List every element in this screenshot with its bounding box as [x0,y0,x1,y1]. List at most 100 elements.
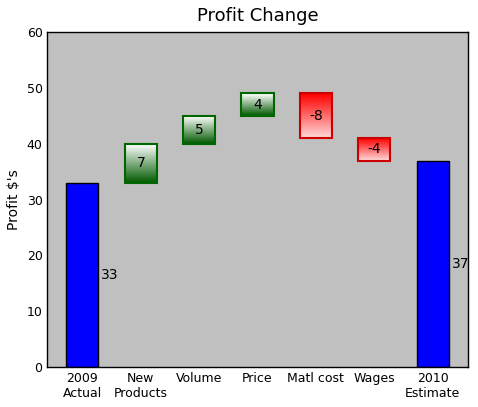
Bar [125,171,157,172]
Bar [300,127,332,128]
Bar [300,135,332,136]
Bar [300,119,332,120]
Bar [125,180,157,181]
Bar [125,169,157,170]
Bar [125,158,157,159]
Bar [358,138,391,160]
Bar [300,117,332,118]
Bar [125,167,157,168]
Bar [125,172,157,173]
Bar [300,123,332,124]
Bar [125,150,157,151]
Bar [125,162,157,163]
Bar [125,159,157,160]
Bar [300,97,332,98]
Bar [125,173,157,174]
Bar [125,148,157,149]
Bar [300,129,332,130]
Bar [125,169,157,170]
Bar [300,108,332,109]
Bar [300,133,332,134]
Bar [300,114,332,115]
Bar [300,122,332,123]
Bar [125,149,157,150]
Bar [125,146,157,147]
Bar [300,106,332,107]
Bar [125,158,157,159]
Bar [125,152,157,153]
Bar [125,174,157,175]
Bar [300,115,332,116]
Bar [125,155,157,156]
Bar [125,176,157,177]
Title: Profit Change: Profit Change [197,7,318,25]
Text: 37: 37 [452,257,469,271]
Bar [125,181,157,182]
Bar [300,105,332,106]
Bar [300,107,332,108]
Bar [300,112,332,113]
Bar [300,111,332,112]
Bar [300,134,332,135]
Bar [125,179,157,180]
Bar [125,151,157,152]
Bar [125,170,157,171]
Bar [300,94,332,138]
Bar [300,133,332,134]
Bar [125,165,157,166]
Bar [125,159,157,160]
Bar [125,170,157,171]
Bar [125,163,157,164]
Bar [300,126,332,127]
Bar [125,180,157,181]
Bar [300,102,332,103]
Bar [125,150,157,151]
Bar [125,144,157,183]
Bar [300,98,332,99]
Bar [300,96,332,97]
Bar [125,175,157,176]
Bar [125,153,157,154]
Bar [300,110,332,111]
Bar [300,97,332,98]
Bar [66,183,98,367]
Bar [300,132,332,133]
Bar [241,94,273,116]
Bar [300,106,332,107]
Bar [300,124,332,125]
Bar [125,154,157,155]
Bar [125,148,157,149]
Bar [125,160,157,161]
Bar [300,103,332,104]
Bar [125,164,157,165]
Bar [125,149,157,150]
Bar [300,113,332,114]
Text: 5: 5 [195,123,204,137]
Bar [125,156,157,157]
Bar [300,121,332,122]
Bar [125,178,157,179]
Text: 33: 33 [101,268,119,282]
Bar [300,125,332,126]
Bar [125,160,157,161]
Bar [125,157,157,158]
Bar [300,101,332,102]
Bar [125,168,157,169]
Bar [300,100,332,101]
Bar [125,179,157,180]
Text: -4: -4 [368,142,381,156]
Bar [125,161,157,162]
Bar [300,130,332,131]
Bar [125,147,157,148]
Bar [300,120,332,121]
Bar [300,125,332,126]
Text: 7: 7 [136,156,145,170]
Bar [300,137,332,138]
Bar [300,120,332,121]
Bar [300,111,332,112]
Bar [125,145,157,146]
Bar [300,99,332,100]
Bar [125,168,157,169]
Bar [300,131,332,132]
Bar [300,128,332,129]
